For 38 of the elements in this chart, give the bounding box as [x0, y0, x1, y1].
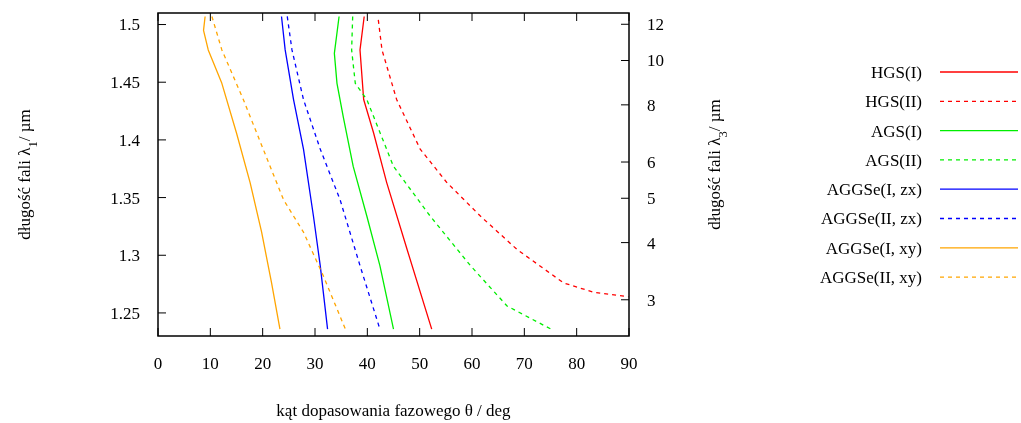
y-tick-label: 1.3	[118, 246, 140, 266]
x-tick-label: 90	[620, 354, 638, 373]
legend-label: AGGSe(II, zx)	[820, 209, 922, 229]
x-tick-label: 70	[515, 354, 533, 373]
x-tick-label: 60	[463, 354, 481, 373]
line-series	[333, 15, 395, 330]
legend-label: AGGSe(I, zx)	[826, 180, 922, 200]
line-series	[286, 15, 381, 330]
x-tick-label: 20	[254, 354, 272, 373]
y-tick-label: 1.4	[118, 130, 141, 150]
legend-label: HGS(II)	[865, 92, 922, 112]
line-series	[280, 15, 329, 330]
y-tick-label: 1.5	[118, 15, 140, 35]
x-axis-title: kąt dopasowania fazowego θ / deg	[276, 401, 512, 420]
y2-tick-label: 12	[647, 15, 664, 35]
y2-tick-label: 10	[647, 51, 664, 71]
y2-tick-label: 8	[647, 95, 656, 115]
y2-tick-label: 3	[647, 290, 656, 310]
y2-tick-label: 6	[647, 152, 656, 172]
line-series	[359, 15, 433, 330]
legend-label: AGGSe(II, xy)	[820, 268, 922, 288]
x-tick-label: 30	[306, 354, 324, 373]
y-tick-label: 1.45	[110, 73, 140, 93]
x-tick-label: 80	[568, 354, 586, 373]
legend-label: AGS(II)	[865, 150, 922, 170]
x-tick-label: 40	[358, 354, 376, 373]
legend-label: AGGSe(I, xy)	[825, 238, 922, 258]
y-tick-label: 1.25	[110, 303, 140, 323]
line-series	[211, 15, 346, 330]
legend-label: HGS(I)	[871, 62, 922, 82]
x-tick-label: 10	[201, 354, 219, 373]
y-tick-label: 1.35	[110, 188, 140, 208]
line-series	[202, 15, 281, 330]
y2-tick-label: 4	[647, 233, 656, 253]
legend-label: AGS(I)	[871, 121, 922, 141]
y2-tick-label: 5	[647, 189, 656, 209]
x-tick-label: 0	[153, 354, 163, 373]
x-tick-label: 50	[411, 354, 429, 373]
